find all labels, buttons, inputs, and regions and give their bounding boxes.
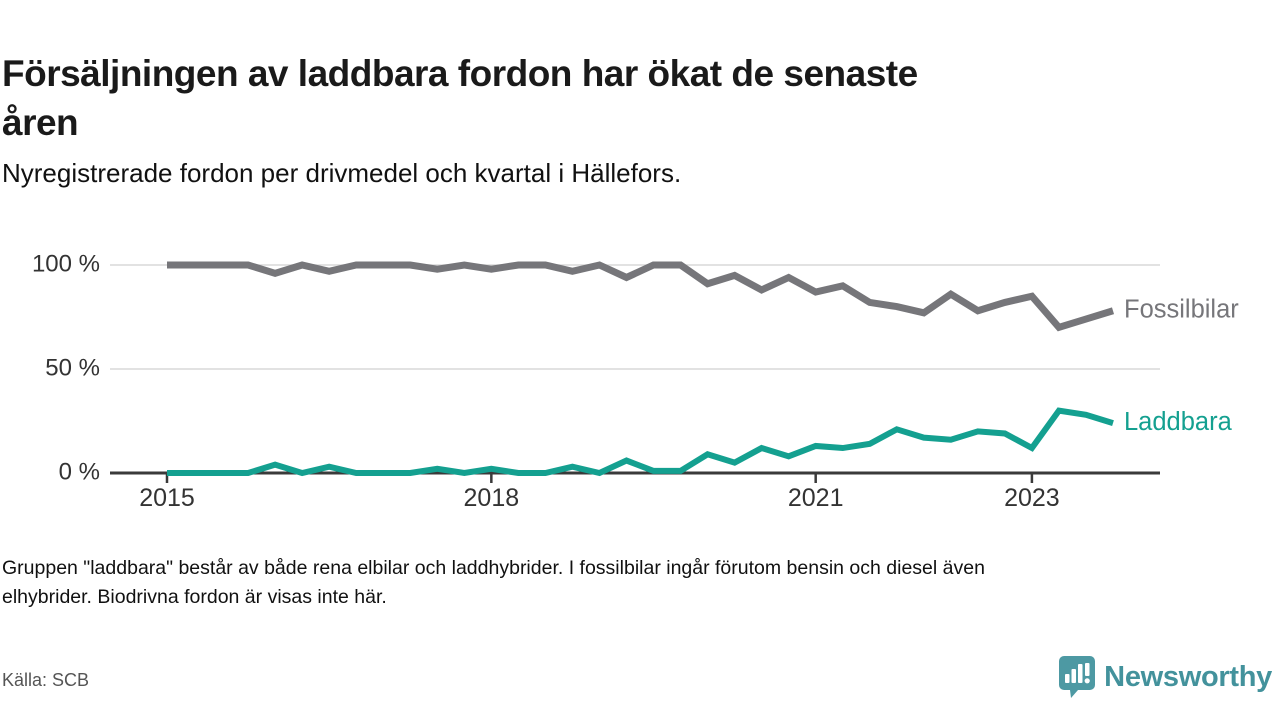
x-tick-label-2018: 2018: [464, 484, 520, 512]
page-title-line-1: Försäljningen av laddbara fordon har öka…: [2, 52, 918, 94]
page-title-line-2: åren: [2, 101, 79, 143]
y-tick-label-100: 100 %: [32, 250, 100, 277]
line-chart-svg: 100 % 50 % 0 % 2015 2018 2021 2023 Fossilbilar L…: [32, 250, 1239, 512]
line-chart: 100 % 50 % 0 % 2015 2018 2021 2023 Fossilbilar L…: [0, 240, 1280, 515]
x-tick-label-2023: 2023: [1004, 484, 1060, 512]
newsworthy-speech-bubble-chart-icon: [1059, 656, 1096, 698]
newsworthy-logo-text: Newsworthy: [1104, 660, 1272, 693]
y-tick-label-0: 0 %: [59, 458, 100, 485]
source-credit: Källa: SCB: [2, 670, 90, 690]
y-tick-label-50: 50 %: [45, 354, 100, 381]
x-tick-label-2021: 2021: [788, 484, 844, 512]
chart-footnote: Gruppen "laddbara" består av både rena e…: [2, 554, 985, 612]
x-tick-label-2015: 2015: [139, 484, 195, 512]
chart-line-laddbara: [167, 407, 1114, 477]
chart-line-fossilbilar: [167, 261, 1115, 332]
newsworthy-logo: Newsworthy: [1058, 655, 1272, 699]
series-label-fossilbilar: Fossilbilar: [1124, 295, 1239, 323]
series-label-laddbara: Laddbara: [1124, 408, 1233, 436]
chart-footnote-line-1: Gruppen "laddbara" består av både rena e…: [2, 557, 985, 579]
chart-subtitle: Nyregistrerade fordon per drivmedel och …: [2, 158, 682, 188]
chart-footnote-line-2: elhybrider. Biodrivna fordon är visas in…: [2, 586, 387, 608]
page-title: Försäljningen av laddbara fordon har öka…: [2, 49, 918, 147]
